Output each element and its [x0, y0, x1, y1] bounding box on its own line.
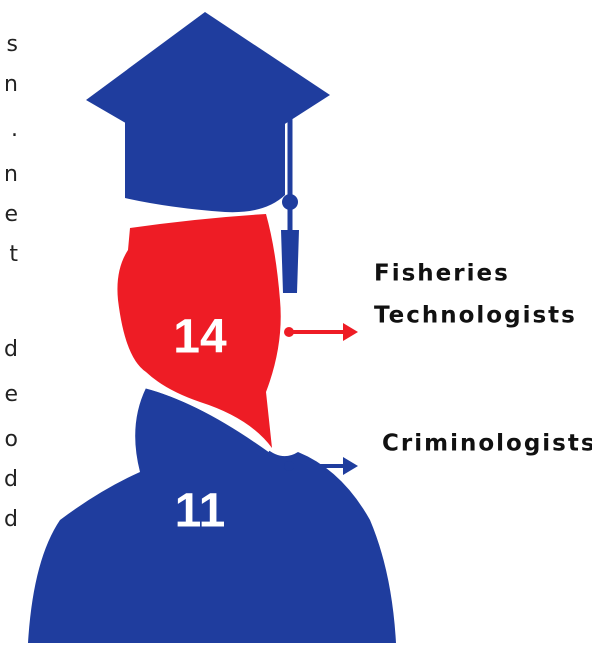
infographic: 14 11 Fisheries Technologists Criminolog…	[0, 0, 592, 643]
count: 11	[175, 485, 226, 538]
side-text-fragment: n	[4, 162, 18, 187]
side-text-fragment: d	[4, 337, 18, 362]
side-text-fragment: t	[9, 242, 18, 267]
side-text-fragment: d	[4, 507, 18, 532]
side-text-fragment: e	[4, 202, 18, 227]
group-label: Criminologists	[382, 431, 592, 457]
side-text-fragment: s	[7, 32, 18, 57]
group-label: Fisheries	[374, 261, 510, 287]
cap-base	[125, 118, 285, 212]
arrow-head	[343, 323, 358, 341]
side-text-fragment: e	[4, 382, 18, 407]
side-text-fragment: o	[5, 427, 18, 452]
arrow-head	[343, 457, 358, 475]
group-label: Technologists	[374, 303, 577, 329]
count: 14	[173, 311, 227, 364]
side-text-fragment: n	[4, 72, 18, 97]
tassel	[281, 230, 299, 293]
side-text-fragment: .	[11, 117, 18, 142]
side-text-fragment: d	[4, 467, 18, 492]
page: 14 11 Fisheries Technologists Criminolog…	[0, 0, 592, 643]
tassel-knot	[282, 194, 298, 210]
